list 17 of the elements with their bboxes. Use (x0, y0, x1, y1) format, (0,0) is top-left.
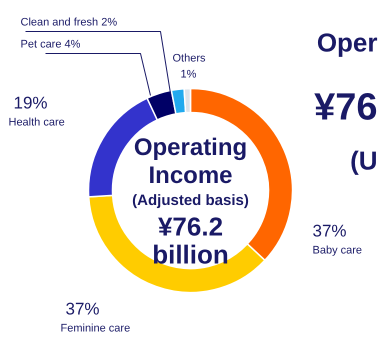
slice-label: Baby care (312, 244, 362, 256)
data-label: 1% (180, 68, 197, 80)
data-label: 37% (66, 300, 100, 318)
slice-label: Health care (8, 116, 65, 128)
text: ¥76 (314, 86, 378, 128)
data-label: 19% (14, 94, 48, 112)
slice-label: Feminine care (60, 322, 130, 334)
text: ¥76.2 (158, 212, 224, 242)
text: billion (152, 240, 229, 270)
text: Operating Income (134, 134, 248, 189)
slice-label: Others (172, 52, 206, 64)
text: (U (350, 146, 378, 176)
slice-label: Pet care 4% (20, 38, 81, 50)
text: Oper (316, 28, 378, 58)
text: (Adjusted basis) (132, 192, 249, 209)
data-label: 37% (312, 222, 347, 240)
slice-label: Clean and fresh 2% (20, 16, 118, 28)
